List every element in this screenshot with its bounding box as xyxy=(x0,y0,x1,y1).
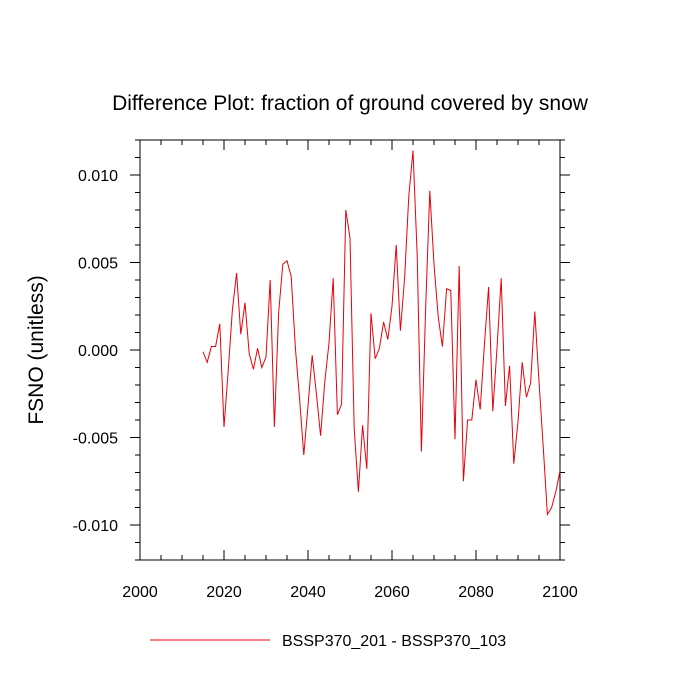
x-tick-label: 2040 xyxy=(290,584,326,601)
legend: BSSP370_201 - BSSP370_103 xyxy=(150,633,506,650)
y-tick-labels: -0.010 -0.005 0.000 0.005 0.010 xyxy=(73,168,118,535)
chart-title: Difference Plot: fraction of ground cove… xyxy=(112,92,589,115)
y-tick-label: 0.000 xyxy=(78,343,118,360)
x-tick-label: 2020 xyxy=(206,584,242,601)
axis-ticks xyxy=(130,139,570,561)
y-axis-label: FSNO (unitless) xyxy=(25,275,48,424)
x-tick-label: 2000 xyxy=(122,584,158,601)
legend-label: BSSP370_201 - BSSP370_103 xyxy=(282,633,506,650)
x-tick-label: 2080 xyxy=(458,584,494,601)
y-tick-label: -0.010 xyxy=(73,518,118,535)
y-tick-label: -0.005 xyxy=(73,431,118,448)
y-tick-label: 0.010 xyxy=(78,168,118,185)
x-tick-label: 2060 xyxy=(374,584,410,601)
y-tick-label: 0.005 xyxy=(78,256,118,273)
series-line xyxy=(202,150,561,517)
x-tick-label: 2100 xyxy=(542,584,578,601)
x-tick-labels: 2000 2020 2040 2060 2080 2100 xyxy=(122,584,578,601)
